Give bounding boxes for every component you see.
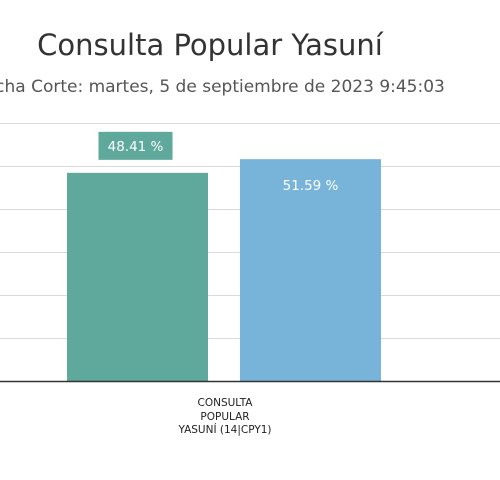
bar-series-1 (67, 172, 208, 381)
bar-series-2 (240, 159, 381, 381)
data-label-series-2: 51.59 % (283, 178, 339, 194)
data-label-box (98, 131, 173, 160)
category-label-line-1: CONSULTA (197, 397, 253, 409)
category-label-line-3: YASUNÍ (14|CPY1) (178, 424, 272, 436)
chart-subtitle: cha Corte: martes, 5 de septiembre de 20… (0, 77, 445, 97)
chart-title: Consulta Popular Yasuní (37, 28, 383, 62)
data-label-series-1: 48.41 % (108, 139, 164, 155)
category-label: CONSULTA POPULAR YASUNÍ (14|CPY1) (160, 397, 290, 438)
category-label-line-2: POPULAR (200, 410, 250, 423)
